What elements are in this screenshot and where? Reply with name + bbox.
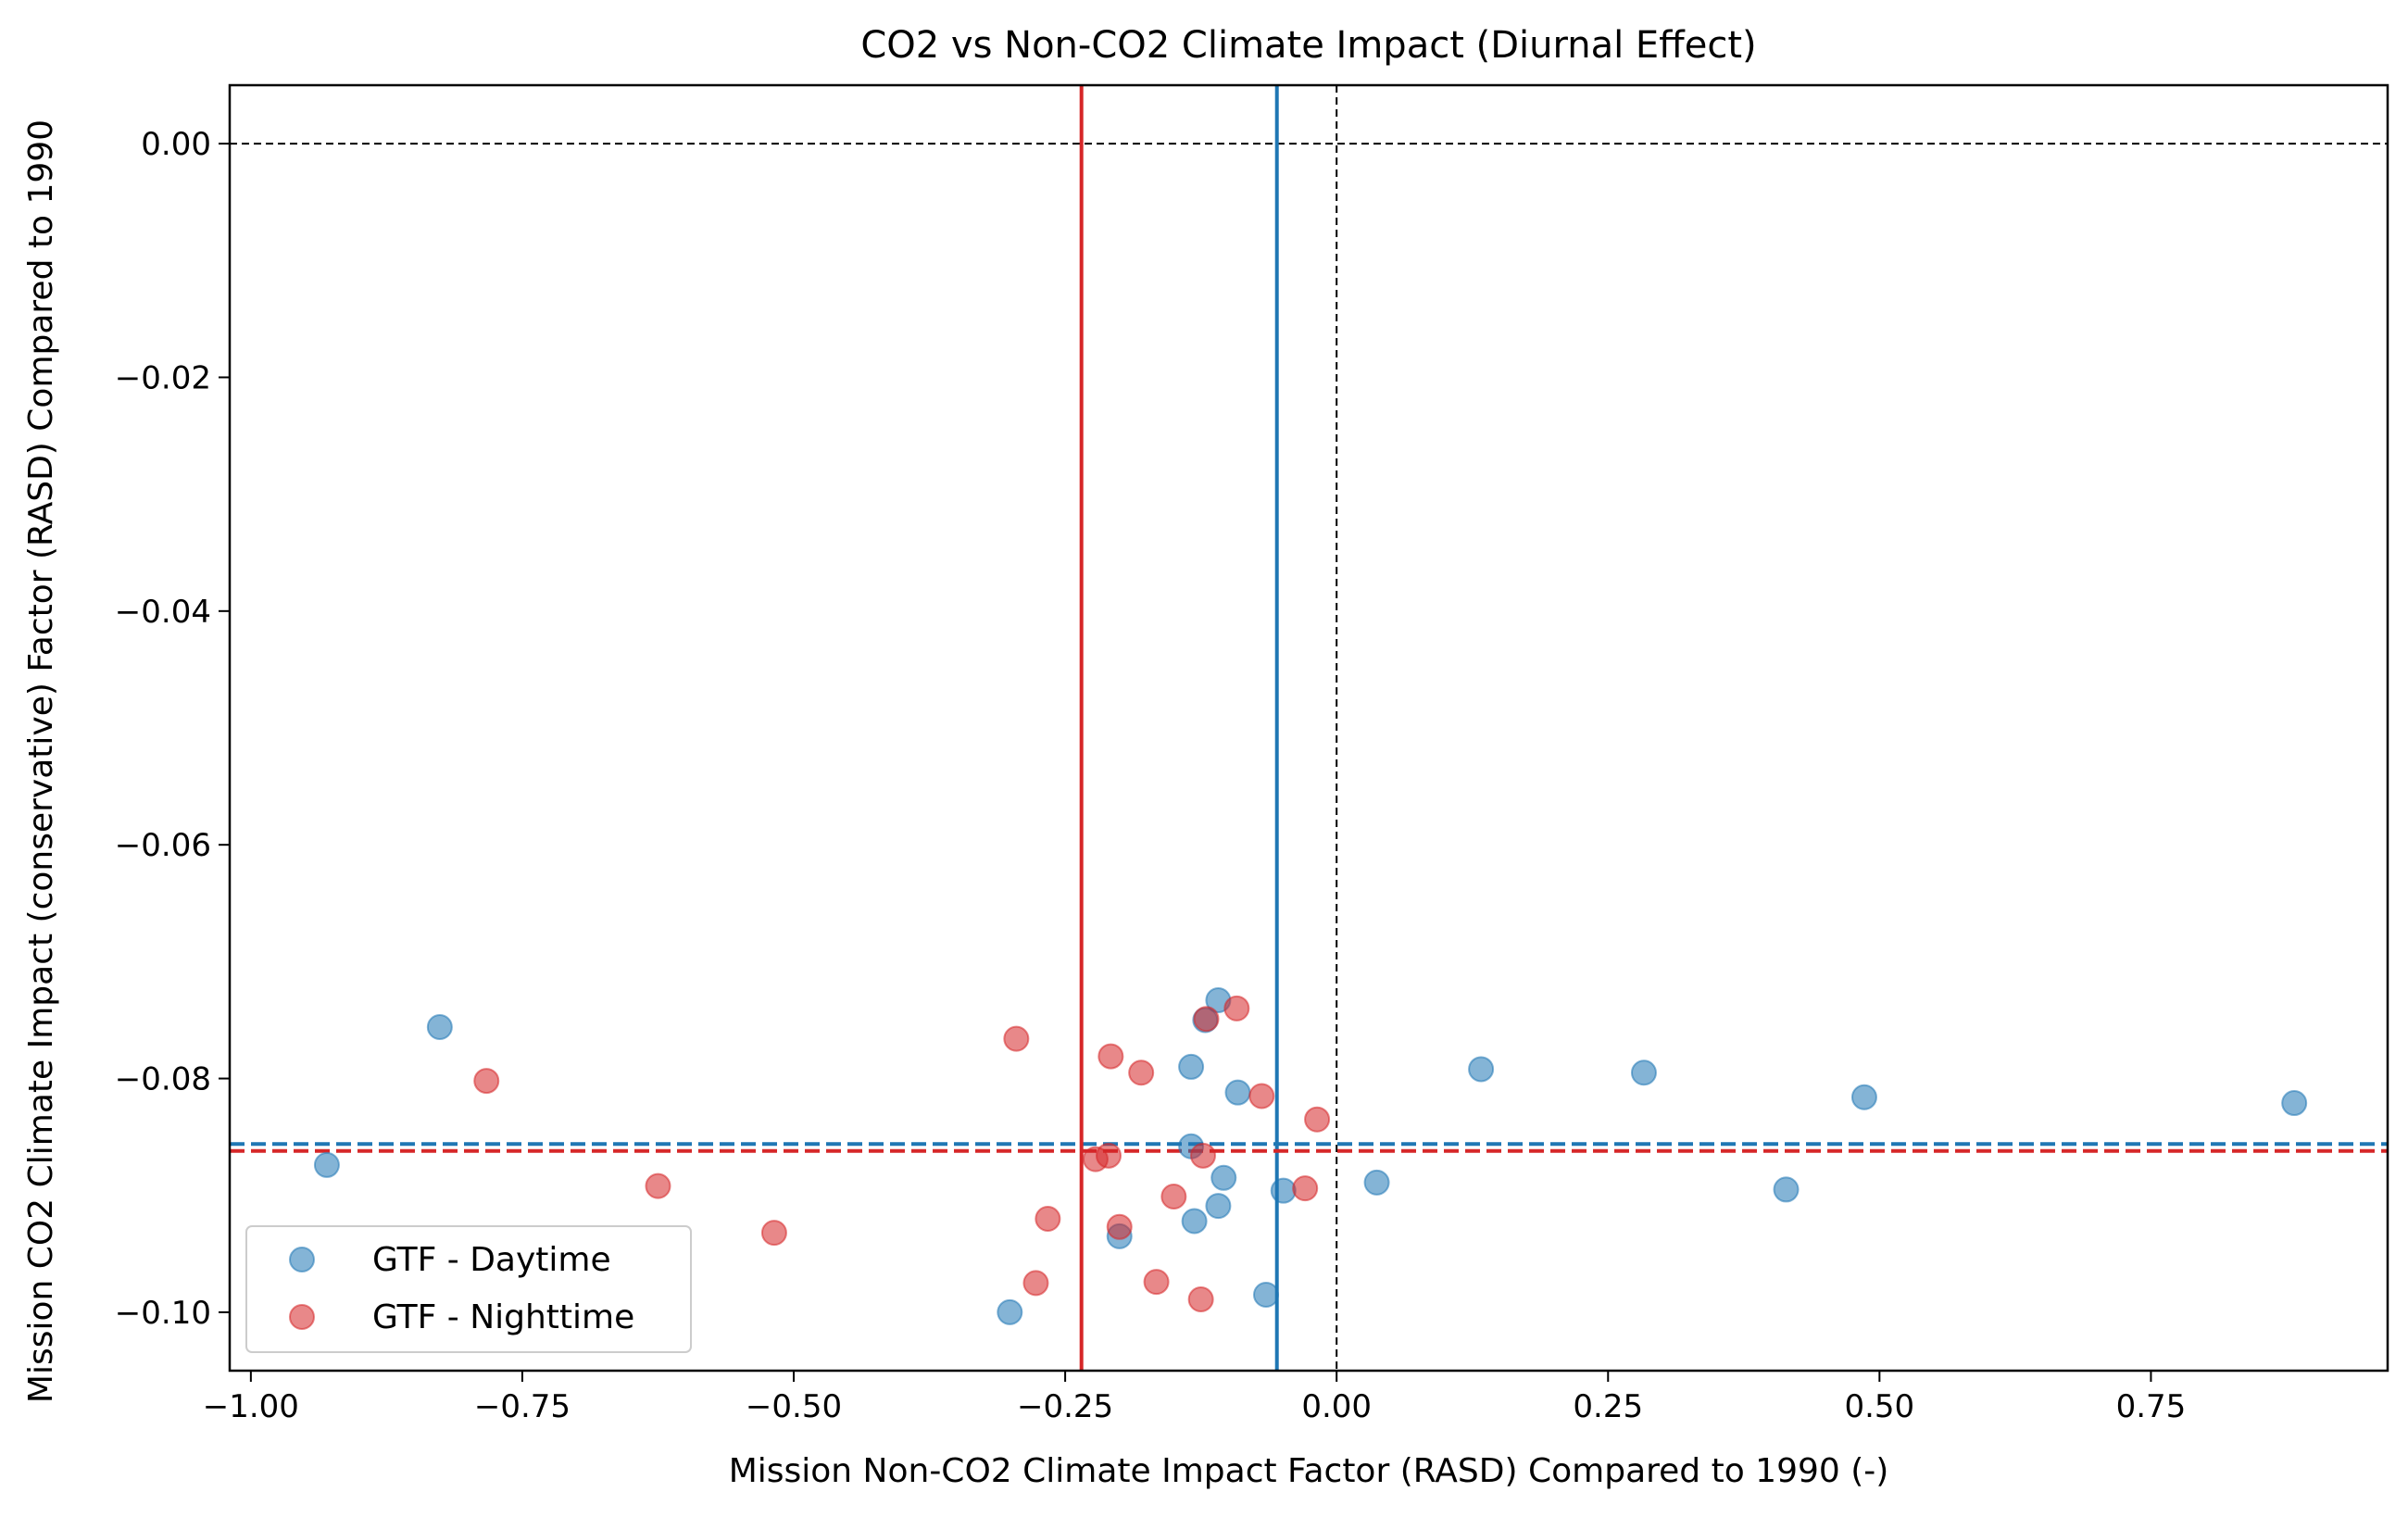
daytime-point bbox=[1363, 1169, 1390, 1196]
daytime-point bbox=[1270, 1177, 1297, 1204]
nighttime-point bbox=[1189, 1142, 1216, 1169]
nighttime-point bbox=[1248, 1083, 1275, 1110]
daytime-point bbox=[1850, 1084, 1877, 1110]
nighttime-point bbox=[1193, 1006, 1220, 1033]
nighttime-point bbox=[1003, 1025, 1030, 1052]
nighttime-point bbox=[645, 1172, 671, 1199]
y-tick-label: 0.00 bbox=[141, 126, 211, 163]
nighttime-point bbox=[1292, 1175, 1319, 1202]
daytime-series bbox=[313, 987, 2308, 1325]
daytime-point bbox=[1773, 1176, 1800, 1203]
nighttime-point bbox=[1143, 1269, 1170, 1296]
legend-label: GTF - Nighttime bbox=[372, 1298, 634, 1336]
nighttime-point bbox=[1035, 1205, 1061, 1232]
nighttime-series bbox=[473, 995, 1331, 1313]
daytime-point bbox=[997, 1298, 1023, 1325]
x-tick-label: −1.00 bbox=[203, 1388, 299, 1425]
legend-marker bbox=[289, 1304, 315, 1330]
plot-frame bbox=[228, 83, 2389, 1373]
x-tick-label: −0.75 bbox=[474, 1388, 571, 1425]
legend-marker bbox=[289, 1247, 315, 1273]
y-tick-label: −0.10 bbox=[115, 1295, 211, 1332]
nighttime-point bbox=[1128, 1059, 1155, 1086]
nighttime-point bbox=[473, 1068, 500, 1095]
x-tick-label: 0.25 bbox=[1573, 1388, 1643, 1425]
legend: GTF - Daytime GTF - Nighttime bbox=[245, 1225, 692, 1353]
legend-label: GTF - Daytime bbox=[372, 1241, 611, 1279]
daytime-point bbox=[313, 1151, 340, 1178]
daytime-point bbox=[1252, 1281, 1279, 1308]
daytime-point bbox=[1630, 1059, 1657, 1086]
plot-area bbox=[228, 83, 2389, 1373]
x-axis-label: Mission Non-CO2 Climate Impact Factor (R… bbox=[729, 1452, 1889, 1490]
x-tick-label: 0.50 bbox=[1844, 1388, 1914, 1425]
y-axis: 0.00 −0.02 −0.04 −0.06 −0.08 −0.10 bbox=[115, 126, 230, 1332]
x-tick-label: −0.25 bbox=[1017, 1388, 1113, 1425]
nighttime-point bbox=[1106, 1213, 1133, 1240]
nighttime-point bbox=[1187, 1286, 1214, 1313]
x-tick-label: −0.50 bbox=[746, 1388, 842, 1425]
daytime-point bbox=[1224, 1079, 1251, 1106]
nighttime-point bbox=[1097, 1043, 1124, 1070]
nighttime-point bbox=[1022, 1270, 1049, 1297]
nighttime-point bbox=[760, 1220, 787, 1247]
daytime-point bbox=[2281, 1090, 2308, 1117]
nighttime-point bbox=[1160, 1183, 1187, 1210]
y-axis-label: Mission CO2 Climate Impact (conservative… bbox=[22, 119, 60, 1403]
daytime-point bbox=[1181, 1208, 1208, 1235]
x-tick-label: 0.75 bbox=[2116, 1388, 2187, 1425]
y-tick-label: −0.04 bbox=[115, 594, 211, 631]
daytime-point bbox=[1468, 1056, 1495, 1083]
daytime-point bbox=[426, 1014, 453, 1041]
nighttime-point bbox=[1223, 995, 1250, 1022]
nighttime-point bbox=[1095, 1142, 1122, 1169]
chart-title: CO2 vs Non-CO2 Climate Impact (Diurnal E… bbox=[860, 24, 1756, 67]
y-tick-label: −0.02 bbox=[115, 359, 211, 396]
nighttime-point bbox=[1304, 1106, 1331, 1133]
x-axis: −1.00 −0.75 −0.50 −0.25 0.00 0.25 0.50 0.75 bbox=[203, 1371, 2187, 1425]
daytime-point bbox=[1210, 1164, 1237, 1191]
daytime-point bbox=[1205, 1193, 1232, 1220]
legend-box bbox=[245, 1225, 692, 1353]
daytime-point bbox=[1178, 1053, 1205, 1080]
y-tick-label: −0.08 bbox=[115, 1061, 211, 1098]
x-tick-label: 0.00 bbox=[1301, 1388, 1372, 1425]
y-tick-label: −0.06 bbox=[115, 827, 211, 864]
